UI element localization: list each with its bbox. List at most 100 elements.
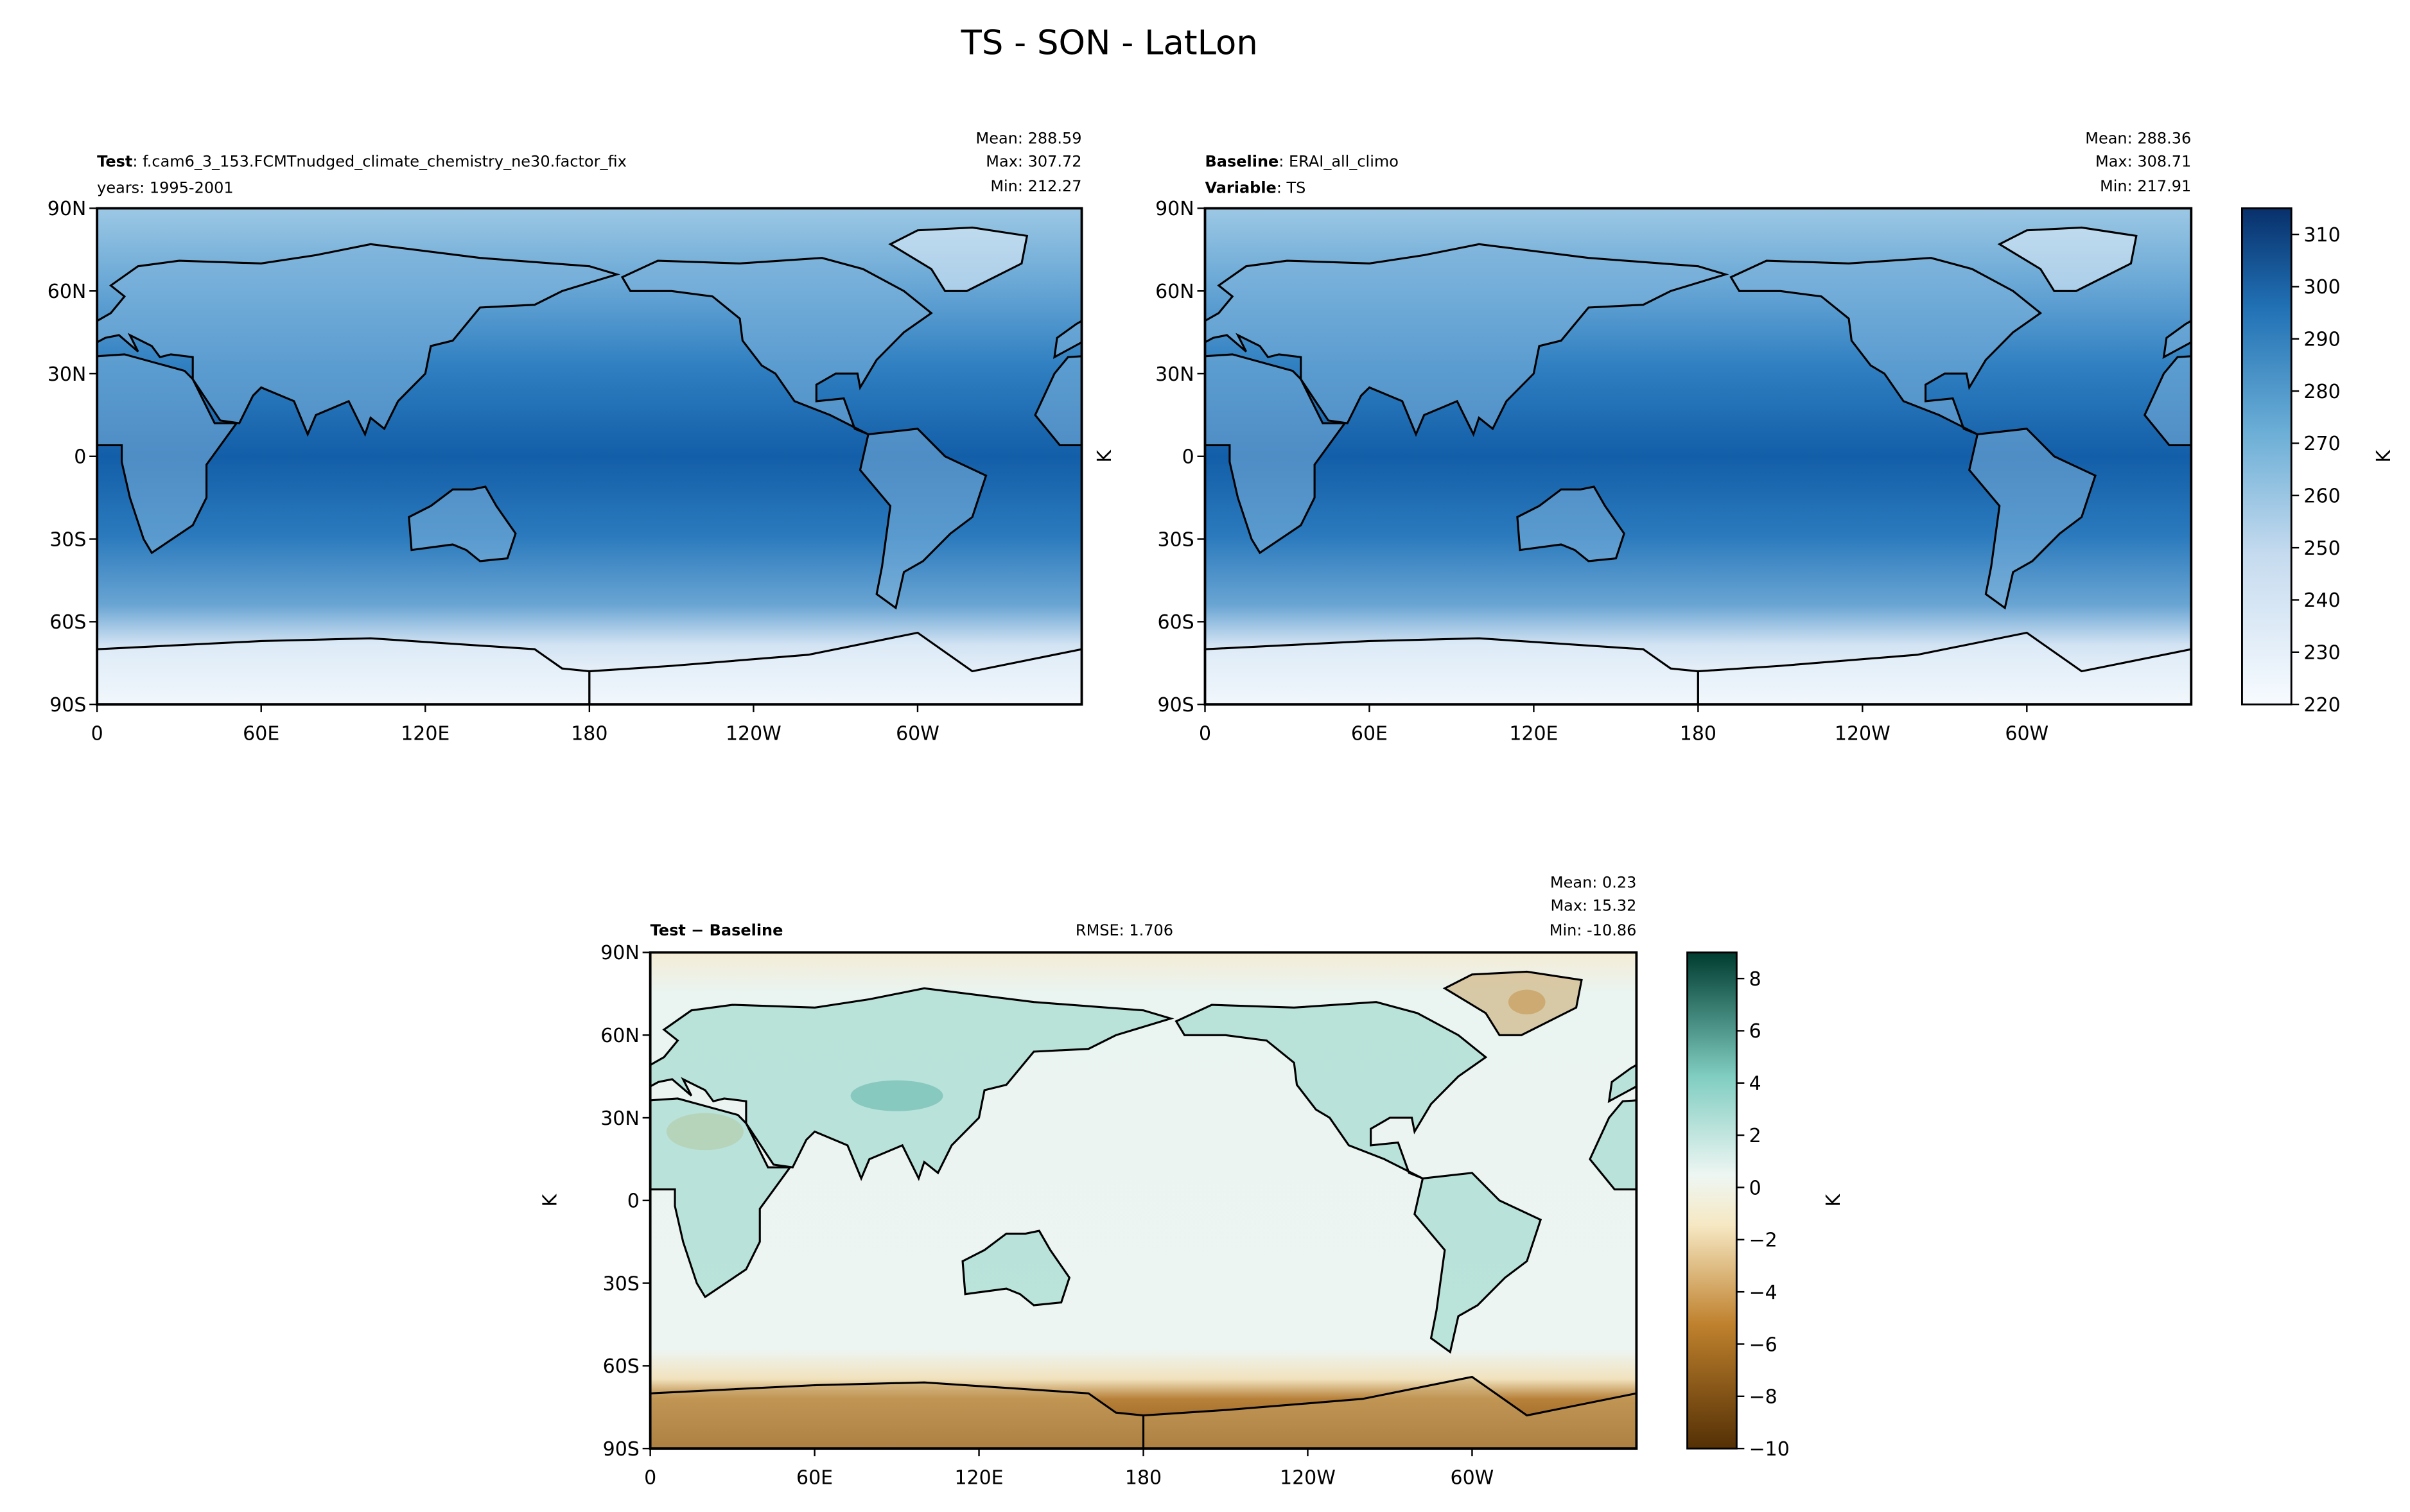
coastline	[1205, 243, 1729, 437]
coastline	[0, 227, 42, 291]
colorbar-tick-label: 230	[2303, 642, 2340, 665]
coastline	[1997, 226, 2138, 292]
x-tick-label: 60W	[896, 722, 939, 745]
colorbar-tick-label: 290	[2303, 329, 2340, 351]
y-tick-label: 30S	[1158, 528, 1194, 551]
colorbar-tick-label: 0	[1749, 1177, 1761, 1199]
map	[0, 208, 1082, 705]
colorbar-label: K	[2373, 449, 2395, 463]
y-tick-label: 90S	[1158, 694, 1194, 717]
colorbar-tick-label: 250	[2303, 537, 2340, 560]
coastline	[1413, 1172, 1542, 1354]
x-tick-label: 180	[571, 722, 607, 745]
y-tick-label: 60N	[48, 281, 87, 303]
coastline	[97, 637, 591, 705]
y-tick-label: 90S	[49, 694, 86, 717]
stat: Min: 217.91	[2100, 177, 2191, 195]
colorbar-tick-label: −10	[1749, 1438, 1790, 1461]
coastline	[1607, 1063, 1637, 1104]
coastline	[1142, 1375, 1637, 1449]
stat: Mean: 288.36	[2085, 130, 2191, 148]
colorbar-tick-label: 6	[1749, 1020, 1761, 1043]
x-tick-label: 120W	[726, 722, 782, 745]
colorbar-tick-label: 310	[2303, 224, 2340, 247]
map	[190, 952, 1637, 1449]
x-tick-label: 0	[1199, 722, 1211, 745]
x-tick-label: 120E	[954, 1466, 1003, 1489]
stat: Min: 212.27	[990, 177, 1081, 195]
x-tick-label: 0	[91, 722, 103, 745]
panel-name: Baseline	[1205, 153, 1279, 171]
panel-years: years: 1995-2001	[97, 178, 233, 196]
panel-name: Test − Baseline	[651, 921, 783, 939]
coastline	[97, 353, 239, 555]
colorbar	[2241, 207, 2292, 706]
variable-name: Variable	[1205, 178, 1277, 196]
x-tick-label: 60W	[2005, 722, 2048, 745]
x-tick-label: 60W	[1451, 1466, 1494, 1489]
colorbar-tick-label: 300	[2303, 276, 2340, 299]
y-tick-label: 90N	[48, 198, 87, 220]
coastline	[650, 1381, 1145, 1449]
x-tick-label: 0	[644, 1466, 656, 1489]
y-tick-label: 0	[1182, 446, 1194, 469]
coastline	[1729, 257, 2043, 435]
colorbar-tick-label: 220	[2303, 694, 2340, 717]
coastline	[1174, 1001, 1488, 1179]
variable-value: : TS	[1277, 178, 1306, 196]
coastline	[1205, 353, 1347, 555]
colorbar-label: K	[1822, 1194, 1845, 1207]
map	[1205, 208, 2192, 705]
panel-variable: Variable: TS	[1205, 178, 1306, 196]
y-tick-label: 60S	[603, 1355, 640, 1378]
y-tick-label: 0	[74, 446, 86, 469]
x-tick-label: 60E	[1351, 722, 1388, 745]
figure-title: TS - SON - LatLon	[961, 23, 1258, 62]
colorbar-tick-label: 2	[1749, 1125, 1761, 1147]
x-tick-label: 60E	[796, 1466, 833, 1489]
colorbar-tick-label: 8	[1749, 968, 1761, 991]
coastline	[2162, 319, 2192, 360]
x-tick-label: 180	[1680, 722, 1716, 745]
coastline	[1968, 428, 2097, 610]
colorbar-tick-label: 4	[1749, 1073, 1761, 1095]
coastline	[1697, 631, 2192, 705]
coastline	[190, 1002, 500, 1179]
stat: Max: 15.32	[1550, 897, 1636, 915]
coastline	[1205, 637, 1699, 705]
y-tick-label: 60S	[1158, 611, 1194, 634]
colorbar-tick-label: −2	[1749, 1230, 1777, 1252]
colorbar-tick-label: −6	[1749, 1334, 1777, 1356]
y-tick-label: 90N	[1155, 198, 1194, 220]
colorbar-tick-label: 270	[2303, 433, 2340, 455]
colorbar-tick-label: −8	[1749, 1386, 1777, 1409]
coastline	[0, 429, 1, 608]
coastline	[1516, 485, 1625, 562]
panel-case: : f.cam6_3_153.FCMTnudged_climate_chemis…	[132, 153, 626, 171]
y-tick-label: 60N	[600, 1025, 640, 1047]
coastline	[408, 485, 517, 562]
panel-label: Baseline: ERAI_all_climo	[1205, 153, 1399, 171]
y-tick-label: 90S	[603, 1438, 640, 1461]
stat: Max: 308.71	[2095, 153, 2191, 171]
coastline	[1053, 320, 1082, 360]
y-tick-label: 30N	[1155, 363, 1194, 386]
x-tick-label: 180	[1125, 1466, 1162, 1489]
y-tick-label: 30S	[603, 1273, 640, 1295]
y-tick-label: 30N	[600, 1108, 640, 1130]
stat: Mean: 0.23	[1550, 874, 1636, 892]
y-tick-label: 60S	[49, 611, 86, 634]
coastline	[1589, 1099, 1637, 1191]
panel-label: Test: f.cam6_3_153.FCMTnudged_climate_ch…	[97, 153, 627, 171]
colorbar-tick-label: 260	[2303, 485, 2340, 508]
y-tick-label: 90N	[600, 942, 640, 964]
coastline	[2143, 355, 2192, 447]
colorbar-tick-label: 240	[2303, 589, 2340, 612]
x-tick-label: 120E	[1509, 722, 1558, 745]
panel-name: Test	[97, 153, 132, 171]
x-tick-label: 60E	[243, 722, 279, 745]
colorbar	[1686, 952, 1738, 1450]
coastline	[620, 257, 933, 435]
